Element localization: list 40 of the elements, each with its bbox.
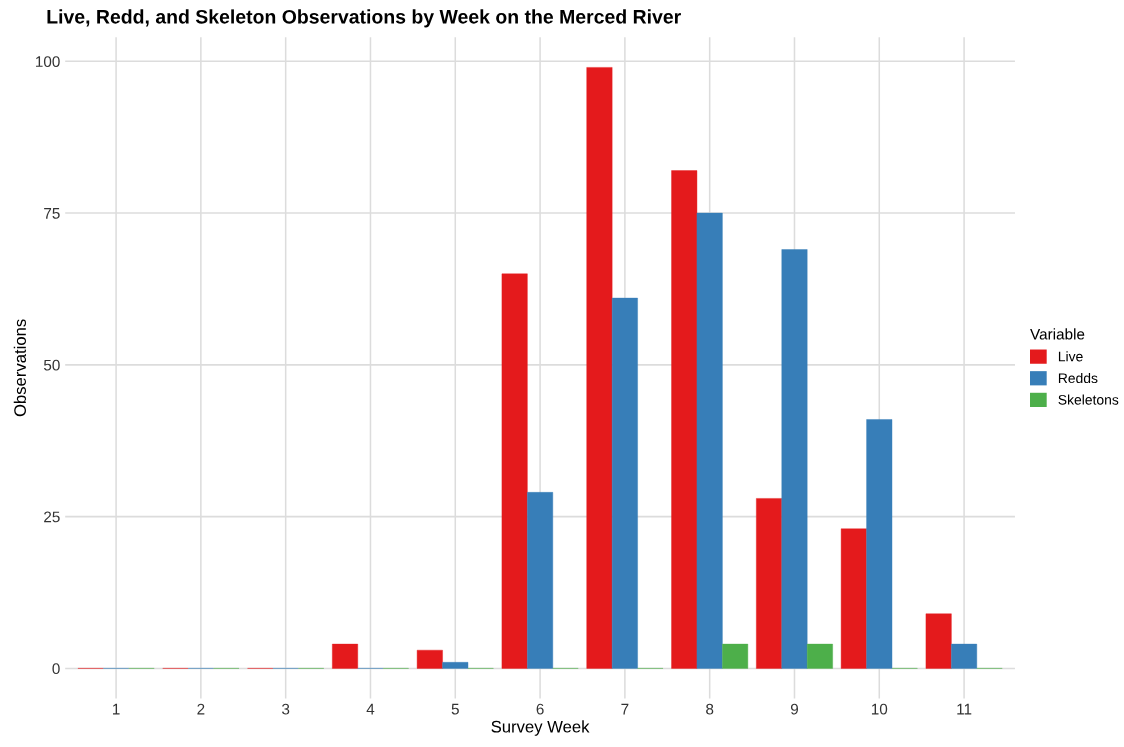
legend-label: Redds bbox=[1058, 372, 1098, 384]
bar bbox=[501, 273, 528, 669]
bar bbox=[586, 67, 613, 669]
bar bbox=[671, 170, 698, 669]
bar bbox=[951, 643, 978, 669]
x-tick-label: 11 bbox=[957, 703, 972, 715]
bar bbox=[611, 297, 638, 669]
bar bbox=[866, 419, 893, 669]
bar bbox=[416, 649, 443, 669]
y-tick-label: 100 bbox=[36, 56, 60, 68]
bar bbox=[840, 528, 867, 669]
x-axis-title: Survey Week bbox=[491, 720, 590, 736]
bar bbox=[756, 498, 782, 669]
legend-label: Skeletons bbox=[1058, 394, 1119, 405]
x-tick-label: 1 bbox=[112, 703, 120, 715]
bar bbox=[332, 643, 358, 669]
x-tick-label: 2 bbox=[197, 703, 205, 715]
legend-title: Variable bbox=[1030, 328, 1085, 340]
bar bbox=[925, 613, 952, 669]
x-tick-label: 3 bbox=[282, 703, 290, 715]
y-tick-label: 50 bbox=[43, 359, 60, 371]
chart-title: Live, Redd, and Skeleton Observations by Week on the Merced River bbox=[47, 9, 681, 28]
bar bbox=[442, 662, 469, 669]
x-tick-label: 9 bbox=[790, 703, 799, 715]
legend-label: Live bbox=[1058, 351, 1083, 362]
y-tick-label: 25 bbox=[44, 511, 60, 523]
bar bbox=[696, 212, 723, 669]
bar bbox=[781, 249, 808, 669]
x-tick-label: 7 bbox=[621, 703, 629, 715]
x-tick-label: 8 bbox=[706, 703, 714, 715]
x-tick-label: 6 bbox=[536, 703, 544, 715]
bar bbox=[807, 643, 833, 669]
x-tick-label: 4 bbox=[366, 703, 375, 715]
x-tick-label: 10 bbox=[871, 703, 888, 715]
bar bbox=[527, 492, 554, 669]
y-tick-label: 75 bbox=[44, 208, 60, 219]
y-axis-title: Observations bbox=[13, 319, 26, 417]
x-tick-label: 5 bbox=[451, 703, 459, 715]
bar bbox=[722, 643, 749, 669]
y-tick-label: 0 bbox=[52, 663, 60, 675]
